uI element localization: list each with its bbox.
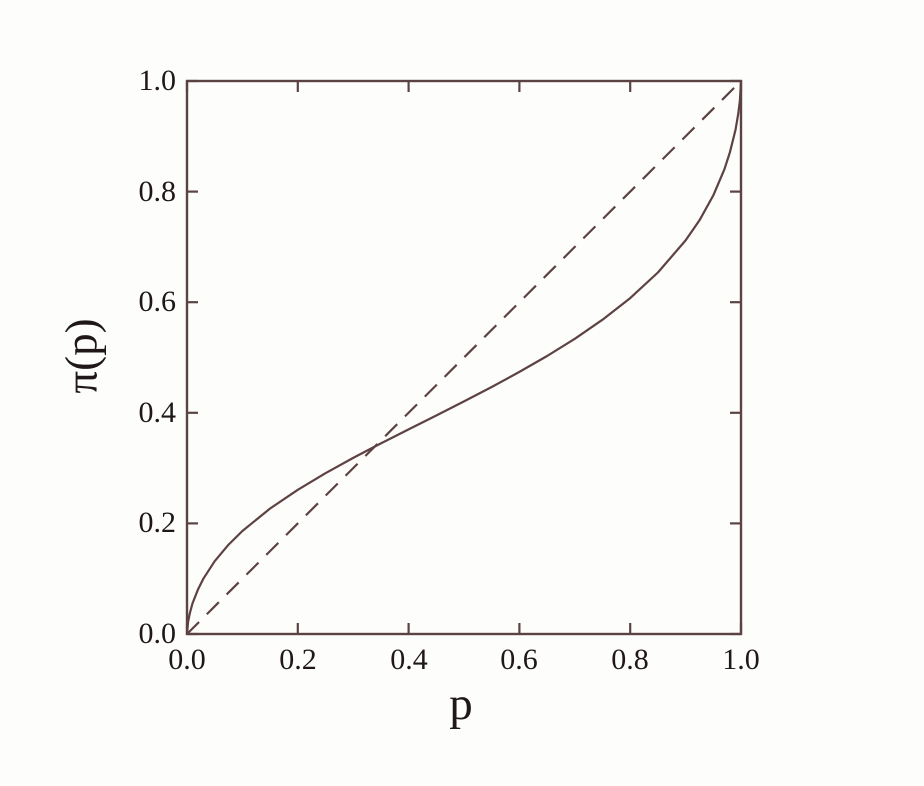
x-tick-label: 0.8 [611, 643, 649, 676]
y-tick-label: 0.6 [138, 285, 177, 318]
x-tick-label: 0.2 [279, 643, 317, 676]
x-axis-title: p [449, 678, 473, 730]
plot-frame [185, 79, 743, 636]
x-tick-label: 1.0 [722, 643, 760, 676]
weighting-curve [185, 80, 743, 635]
y-tick-label: 1.0 [138, 64, 177, 97]
x-tick-label: 0.6 [500, 643, 538, 676]
x-tick-label: 0.0 [168, 643, 206, 676]
x-tick-label: 0.4 [390, 643, 428, 676]
identity-line [186, 80, 742, 635]
y-tick-label: 0.2 [138, 506, 177, 539]
y-axis-title: π(p) [56, 318, 107, 394]
y-tick-label: 0.4 [138, 396, 177, 429]
y-tick-label: 0.0 [138, 617, 177, 650]
y-tick-label: 0.8 [138, 175, 177, 208]
